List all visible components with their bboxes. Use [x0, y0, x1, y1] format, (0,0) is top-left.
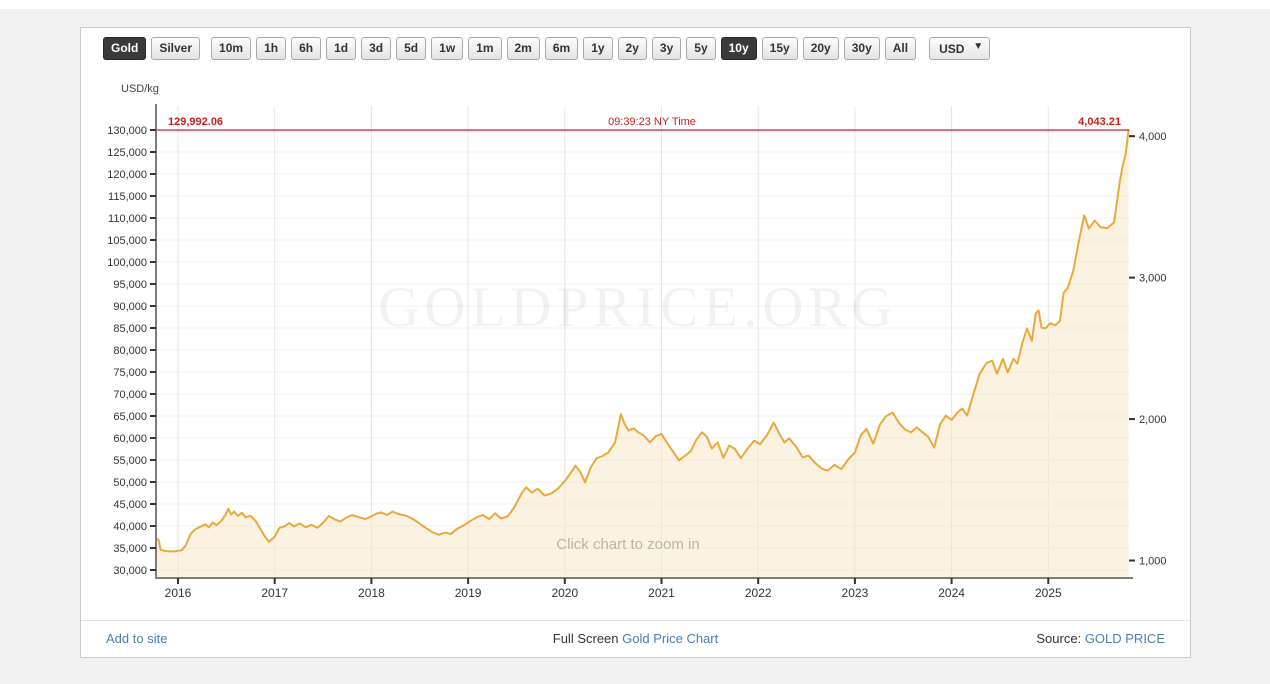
svg-text:2018: 2018	[358, 586, 385, 600]
period-6h-button[interactable]: 6h	[291, 37, 322, 60]
svg-text:65,000: 65,000	[113, 411, 147, 423]
asset-gold-button[interactable]: Gold	[103, 37, 147, 60]
source-link[interactable]: GOLD PRICE	[1084, 631, 1165, 646]
svg-text:75,000: 75,000	[113, 367, 147, 379]
svg-text:40,000: 40,000	[113, 521, 147, 533]
period-10m-button[interactable]: 10m	[211, 37, 252, 60]
gold-price-chart-link[interactable]: Gold Price Chart	[622, 631, 719, 646]
svg-text:4,000: 4,000	[1139, 131, 1167, 143]
currency-select[interactable]: USD	[929, 37, 991, 60]
full-screen-label: Full Screen	[552, 631, 623, 646]
svg-text:09:39:23 NY Time: 09:39:23 NY Time	[608, 116, 696, 128]
svg-text:Click chart to zoom in: Click chart to zoom in	[556, 536, 699, 553]
footer-bar: Add to site Full Screen Gold Price Chart…	[81, 620, 1190, 657]
period-5y-button[interactable]: 5y	[686, 37, 716, 60]
svg-text:60,000: 60,000	[113, 433, 147, 445]
svg-text:2021: 2021	[648, 586, 675, 600]
svg-text:120,000: 120,000	[107, 169, 147, 181]
svg-text:3,000: 3,000	[1139, 273, 1167, 285]
svg-text:2019: 2019	[455, 586, 482, 600]
svg-text:50,000: 50,000	[113, 477, 147, 489]
svg-text:1,000: 1,000	[1139, 556, 1167, 568]
period-all-button[interactable]: All	[884, 37, 917, 60]
period-1m-button[interactable]: 1m	[468, 37, 502, 60]
svg-text:2,000: 2,000	[1139, 414, 1167, 426]
svg-text:2016: 2016	[165, 586, 192, 600]
period-3y-button[interactable]: 3y	[651, 37, 682, 60]
period-30y-button[interactable]: 30y	[843, 37, 880, 60]
svg-text:129,992.06: 129,992.06	[168, 116, 223, 128]
gold-price-chart-svg: GOLDPRICE.ORG Click chart to zoom in 129,9…	[107, 83, 1167, 600]
period-button-group: 10m 1h 6h 1d 3d 5d 1w 1m 2m 6m 1y 2y 3y 5y 10y 15y 20y 30…	[211, 37, 917, 60]
source-label: Source:	[1036, 631, 1085, 646]
svg-text:45,000: 45,000	[113, 499, 147, 511]
period-5d-button[interactable]: 5d	[396, 37, 427, 60]
svg-text:30,000: 30,000	[113, 565, 147, 577]
svg-text:2017: 2017	[261, 586, 288, 600]
svg-text:4,043.21: 4,043.21	[1078, 116, 1121, 128]
svg-text:100,000: 100,000	[107, 257, 147, 269]
asset-silver-button[interactable]: Silver	[151, 37, 201, 60]
period-10y-button[interactable]: 10y	[720, 37, 757, 60]
svg-text:105,000: 105,000	[107, 235, 147, 247]
period-1d-button[interactable]: 1d	[326, 37, 357, 60]
svg-text:35,000: 35,000	[113, 543, 147, 555]
asset-button-group: Gold Silver	[103, 37, 201, 60]
svg-text:2025: 2025	[1035, 586, 1062, 600]
svg-text:115,000: 115,000	[108, 191, 147, 203]
svg-text:70,000: 70,000	[113, 389, 147, 401]
period-6m-button[interactable]: 6m	[544, 37, 579, 60]
period-1h-button[interactable]: 1h	[256, 37, 287, 60]
add-to-site-link[interactable]: Add to site	[106, 631, 168, 646]
svg-text:90,000: 90,000	[113, 301, 147, 313]
chart-panel: Gold Silver 10m 1h 6h 1d 3d 5d 1w 1m 2m 6m 1y 2y 3y 5y…	[80, 27, 1191, 658]
svg-text:2022: 2022	[745, 586, 772, 600]
svg-text:85,000: 85,000	[113, 323, 147, 335]
svg-text:2024: 2024	[938, 586, 965, 600]
period-2m-button[interactable]: 2m	[506, 37, 540, 60]
svg-text:125,000: 125,000	[107, 147, 147, 159]
period-1y-button[interactable]: 1y	[583, 37, 613, 60]
svg-text:95,000: 95,000	[113, 279, 147, 291]
page-top-strip	[0, 0, 1270, 9]
svg-text:80,000: 80,000	[113, 345, 147, 357]
svg-text:USD/kg: USD/kg	[121, 83, 159, 95]
period-3d-button[interactable]: 3d	[361, 37, 392, 60]
toolbar: Gold Silver 10m 1h 6h 1d 3d 5d 1w 1m 2m 6m 1y 2y 3y 5y…	[103, 37, 991, 60]
period-2y-button[interactable]: 2y	[617, 37, 647, 60]
svg-text:110,000: 110,000	[108, 213, 147, 225]
svg-text:GOLDPRICE.ORG: GOLDPRICE.ORG	[378, 276, 897, 339]
currency-select-wrap: USD ▼	[929, 37, 991, 60]
chart-area[interactable]: GOLDPRICE.ORG Click chart to zoom in 129,9…	[81, 76, 1190, 622]
svg-text:55,000: 55,000	[113, 455, 147, 467]
svg-text:130,000: 130,000	[107, 125, 147, 137]
svg-text:2023: 2023	[842, 586, 869, 600]
period-20y-button[interactable]: 20y	[802, 37, 839, 60]
period-1w-button[interactable]: 1w	[431, 37, 464, 60]
svg-text:2020: 2020	[551, 586, 578, 600]
period-15y-button[interactable]: 15y	[761, 37, 798, 60]
